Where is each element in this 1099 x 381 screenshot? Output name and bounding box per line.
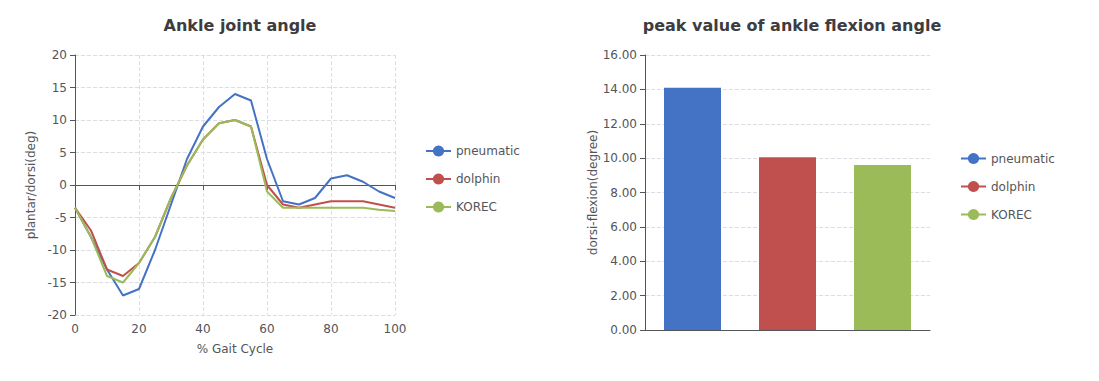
svg-text:peak value of ankle flexion an: peak value of ankle flexion angle — [643, 16, 942, 35]
svg-text:dolphin: dolphin — [991, 180, 1035, 194]
svg-text:80: 80 — [323, 322, 338, 336]
svg-text:% Gait Cycle: % Gait Cycle — [197, 342, 274, 356]
svg-text:-15: -15 — [47, 276, 67, 290]
svg-text:40: 40 — [195, 322, 210, 336]
svg-text:10: 10 — [52, 113, 67, 127]
svg-text:20: 20 — [52, 48, 67, 62]
svg-text:20: 20 — [131, 322, 146, 336]
svg-text:dolphin: dolphin — [456, 172, 500, 186]
svg-text:0: 0 — [59, 178, 67, 192]
svg-text:pneumatic: pneumatic — [456, 144, 520, 158]
svg-text:12.00: 12.00 — [603, 117, 637, 131]
svg-text:100: 100 — [384, 322, 407, 336]
svg-text:2.00: 2.00 — [610, 289, 637, 303]
svg-text:Ankle joint angle: Ankle joint angle — [164, 16, 317, 35]
svg-text:6.00: 6.00 — [610, 220, 637, 234]
svg-text:14.00: 14.00 — [603, 82, 637, 96]
svg-text:4.00: 4.00 — [610, 254, 637, 268]
svg-text:0.00: 0.00 — [610, 323, 637, 337]
svg-text:10.00: 10.00 — [603, 151, 637, 165]
svg-text:KOREC: KOREC — [456, 200, 497, 214]
svg-text:KOREC: KOREC — [991, 208, 1032, 222]
svg-text:-10: -10 — [47, 243, 67, 257]
svg-text:5: 5 — [59, 146, 67, 160]
svg-text:pneumatic: pneumatic — [991, 152, 1055, 166]
svg-text:0: 0 — [71, 322, 79, 336]
svg-text:15: 15 — [52, 81, 67, 95]
svg-text:16.00: 16.00 — [603, 48, 637, 62]
svg-text:plantar/dorsi(deg): plantar/dorsi(deg) — [24, 131, 38, 239]
svg-text:-5: -5 — [55, 211, 67, 225]
svg-text:60: 60 — [259, 322, 274, 336]
svg-text:8.00: 8.00 — [610, 186, 637, 200]
svg-text:-20: -20 — [47, 308, 67, 322]
svg-text:dorsi-flexion(degree): dorsi-flexion(degree) — [586, 130, 600, 255]
